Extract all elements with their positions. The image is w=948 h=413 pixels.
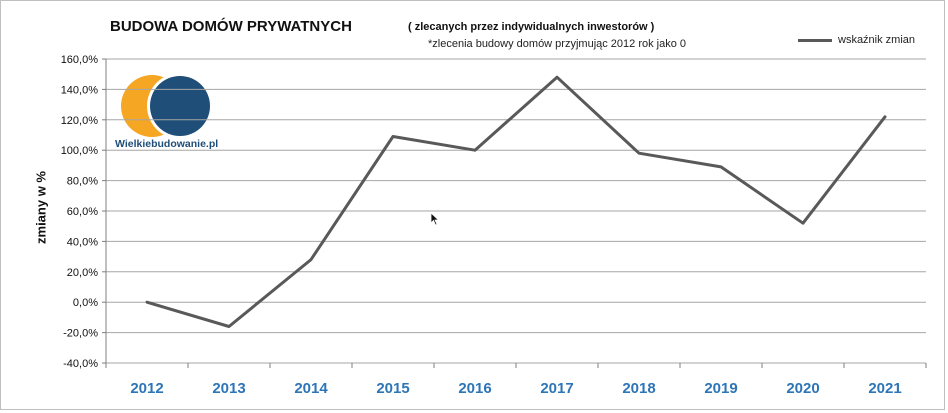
y-tick-label: -40,0%	[63, 358, 98, 370]
x-tick-label: 2021	[868, 380, 901, 397]
chart-note: *zlecenia budowy domów przyjmując 2012 r…	[428, 38, 687, 50]
series-line	[145, 75, 887, 328]
x-tick-label: 2020	[786, 380, 819, 397]
legend-label: wskaźnik zmian	[838, 34, 916, 46]
mouse-cursor-icon	[430, 212, 440, 226]
y-tick-label: 20,0%	[67, 267, 98, 279]
y-tick-label: 80,0%	[67, 176, 98, 188]
chart-title: BUDOWA DOMÓW PRYWATNYCH	[110, 18, 352, 35]
chart-subtitle: ( zlecanych przez indywidualnych inwesto…	[408, 21, 655, 33]
legend-swatch	[798, 38, 832, 42]
y-tick-label: 0,0%	[73, 297, 98, 309]
y-tick-label: -20,0%	[63, 328, 98, 340]
x-tick-label: 2019	[704, 380, 737, 397]
x-tick-label: 2017	[540, 380, 573, 397]
y-tick-label: 100,0%	[61, 145, 99, 157]
x-tick-label: 2015	[376, 380, 409, 397]
x-tick-label: 2012	[130, 380, 163, 397]
x-tick-label: 2016	[458, 380, 491, 397]
y-tick-label: 120,0%	[61, 115, 99, 127]
logo-navy-circle	[150, 76, 210, 136]
y-tick-label: 40,0%	[67, 236, 98, 248]
x-tick-label: 2013	[212, 380, 245, 397]
legend: wskaźnik zmian	[798, 34, 915, 46]
y-tick-label: 160,0%	[61, 54, 99, 66]
y-tick-label: 60,0%	[67, 206, 98, 218]
x-tick-label: 2018	[622, 380, 655, 397]
x-tick-label: 2014	[294, 380, 328, 397]
logo-text: Wielkiebudowanie.pl	[113, 138, 221, 150]
y-tick-label: 140,0%	[61, 84, 99, 96]
